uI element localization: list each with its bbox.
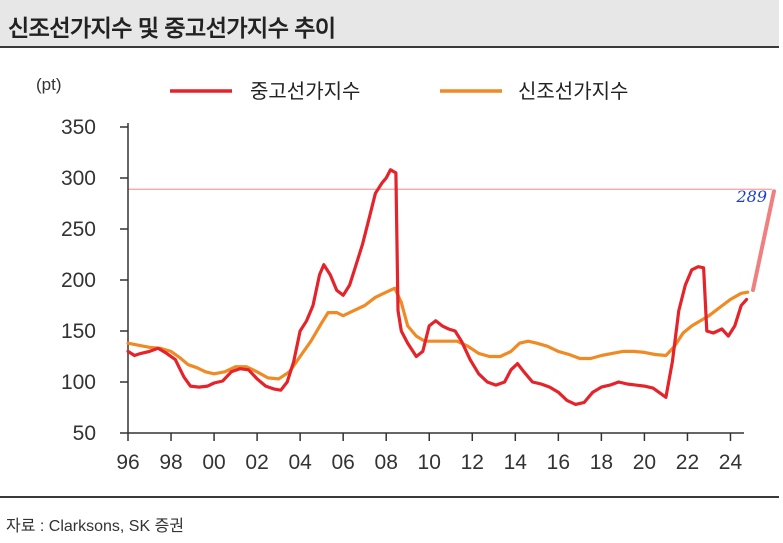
x-tick-label: 00	[202, 451, 225, 474]
x-tick-label: 98	[159, 451, 182, 474]
y-tick-label: 200	[61, 269, 96, 292]
title-bar: 신조선가지수 및 중고선가지수 추이	[0, 0, 779, 48]
x-tick-label: 10	[418, 451, 441, 474]
page-title: 신조선가지수 및 중고선가지수 추이	[8, 15, 336, 41]
x-tick-label: 02	[245, 451, 268, 474]
y-unit-label: (pt)	[36, 75, 62, 94]
annotation-arrow	[751, 189, 776, 292]
y-tick-label: 100	[61, 371, 96, 394]
x-tick-label: 22	[676, 451, 699, 474]
x-tick-label: 16	[547, 451, 570, 474]
y-tick-label: 50	[73, 422, 96, 445]
x-tick-label: 06	[331, 451, 354, 474]
source-note: 자료 : Clarksons, SK 증권	[6, 518, 185, 535]
x-tick-label: 14	[504, 451, 528, 474]
series-lines	[126, 168, 750, 406]
y-tick-label: 250	[61, 218, 96, 241]
chart: 50 100 150 200 250 300 350 96 98 00 02 04 06 08 10 12 14…	[36, 75, 776, 474]
bottom-rule	[0, 496, 779, 498]
legend-label-secondhand: 중고선가지수	[250, 79, 360, 103]
legend-label-newbuild: 신조선가지수	[518, 79, 628, 103]
x-tick-label: 04	[288, 451, 312, 474]
x-tick-label: 08	[375, 451, 398, 474]
x-tick-label: 20	[633, 451, 656, 474]
legend: 중고선가지수 신조선가지수	[170, 79, 628, 103]
series-line-secondhand	[126, 168, 749, 406]
y-tick-label: 350	[61, 116, 96, 139]
annotation-label: 289	[735, 187, 767, 206]
series-line-newbuild	[126, 286, 750, 381]
y-tick-label: 150	[61, 320, 96, 343]
x-tick-label: 12	[461, 451, 484, 474]
x-tick-label: 96	[116, 451, 139, 474]
annotation: 289	[735, 187, 776, 292]
y-tick-label: 300	[61, 167, 96, 190]
x-tick-label: 24	[719, 451, 743, 474]
x-tick-label: 18	[590, 451, 613, 474]
axes: 50 100 150 200 250 300 350 96 98 00 02 04 06 08 10 12 14…	[36, 75, 744, 474]
